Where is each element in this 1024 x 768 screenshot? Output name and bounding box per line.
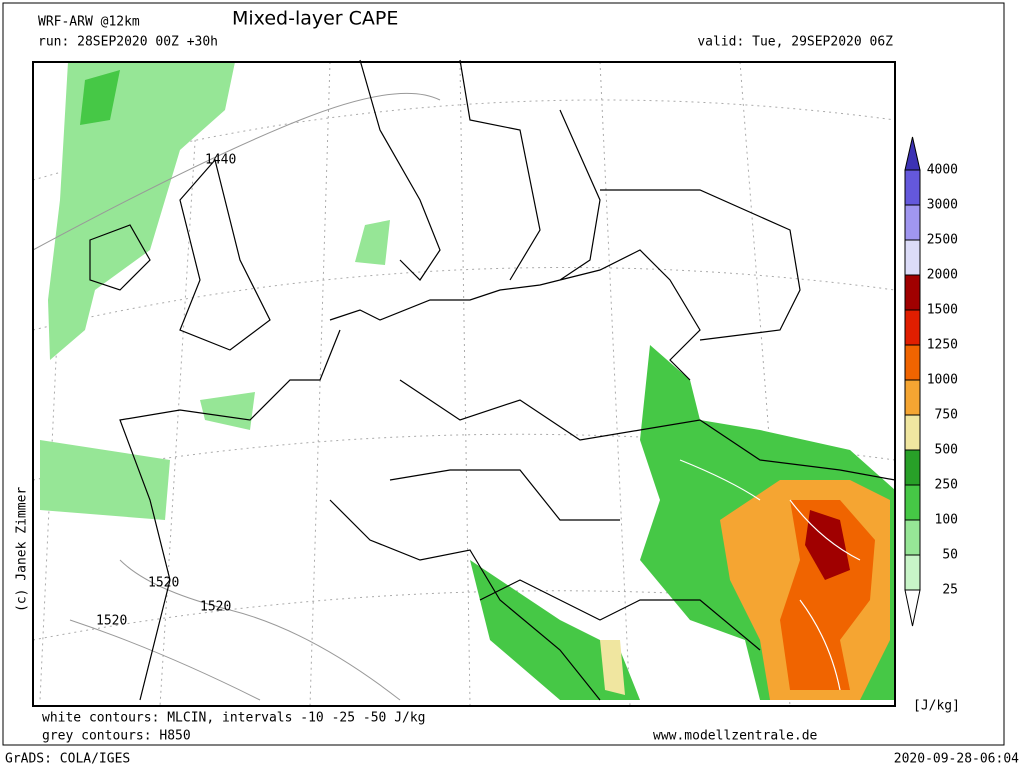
colorbar-box xyxy=(904,309,921,346)
cape-area xyxy=(600,640,625,695)
colorbar-label: 100 xyxy=(935,513,958,528)
colorbar-box xyxy=(904,554,921,591)
timestamp: 2020-09-28-06:04 xyxy=(894,752,1019,767)
cape-area xyxy=(805,510,850,580)
title: Mixed-layer CAPE xyxy=(232,8,398,30)
grads-credit: GrADS: COLA/IGES xyxy=(5,752,130,767)
contour-label: 1440 xyxy=(205,153,236,168)
contour-label: 1520 xyxy=(96,614,127,629)
precip-area xyxy=(48,62,235,360)
colorbar-label: 3000 xyxy=(927,198,958,213)
h850-contour xyxy=(32,92,441,701)
precip-area xyxy=(80,70,120,125)
colorbar-box xyxy=(904,169,921,206)
colorbar-label: 750 xyxy=(935,408,958,423)
unit: [J/kg] xyxy=(913,699,960,714)
colorbar-box xyxy=(904,274,921,311)
precip-area xyxy=(470,560,640,700)
colorbar-box xyxy=(904,379,921,416)
colorbar-box xyxy=(904,204,921,241)
colorbar-label: 250 xyxy=(935,478,958,493)
coastline-border xyxy=(89,59,896,701)
colorbar-label: 1500 xyxy=(927,303,958,318)
precip-area xyxy=(355,220,390,265)
colorbar-label: 2500 xyxy=(927,233,958,248)
colorbar-label: 4000 xyxy=(927,163,958,178)
colorbar-label: 1250 xyxy=(927,338,958,353)
colorbar-label: 50 xyxy=(942,548,958,563)
colorbar-box xyxy=(904,414,921,451)
colorbar-box xyxy=(904,519,921,556)
map-border xyxy=(32,61,896,707)
colorbar-box xyxy=(904,484,921,521)
colorbar-label: 25 xyxy=(942,583,958,598)
colorbar-box xyxy=(904,239,921,276)
colorbar-label: 2000 xyxy=(927,268,958,283)
model: WRF-ARW @12km xyxy=(38,15,140,30)
colorbar-label: 500 xyxy=(935,443,958,458)
colorbar-box xyxy=(904,344,921,381)
graticule xyxy=(32,61,896,707)
contour-label: 1520 xyxy=(200,600,231,615)
map: 1440 1520 1520 1520 xyxy=(32,59,896,707)
footer-line: white contours: MLCIN, intervals -10 -25… xyxy=(42,711,426,726)
credit: (c) Janek Zimmer xyxy=(15,487,30,612)
precip-area xyxy=(40,440,170,520)
footer-line: grey contours: H850 xyxy=(42,729,191,744)
colorbar-label: 1000 xyxy=(927,373,958,388)
colorbar-box xyxy=(904,449,921,486)
mlcin-contour xyxy=(679,459,861,691)
valid: valid: Tue, 29SEP2020 06Z xyxy=(697,35,893,50)
colorbar: 4000 3000 2500 2000 1500 1250 1000 750 500 250 100… xyxy=(904,136,958,627)
precip-area xyxy=(200,392,255,430)
colorbar-arrow xyxy=(904,589,921,627)
cape-area xyxy=(780,500,875,690)
website: www.modellzentrale.de xyxy=(653,729,818,744)
contour-label: 1520 xyxy=(148,576,179,591)
run: run: 28SEP2020 00Z +30h xyxy=(38,35,218,50)
